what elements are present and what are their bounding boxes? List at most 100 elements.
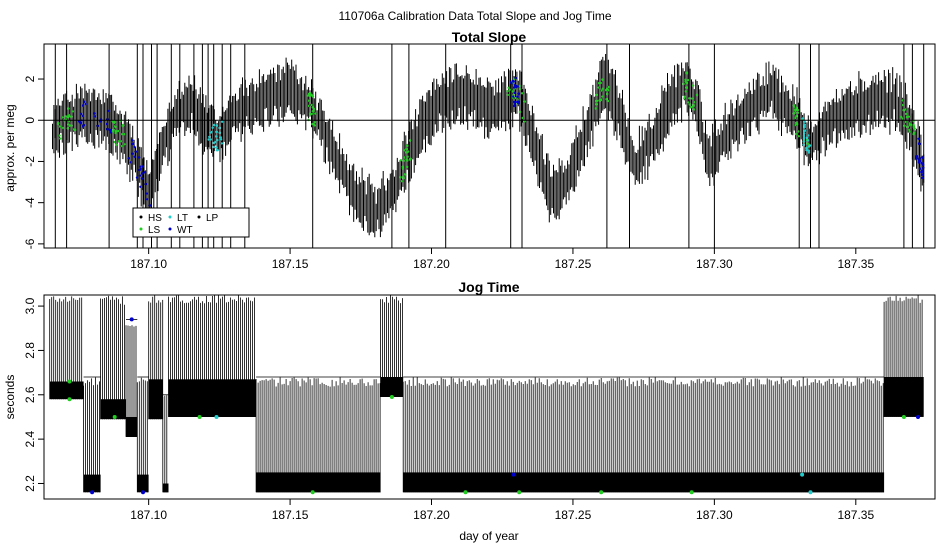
calibration-point-143 xyxy=(308,112,312,116)
calibration-point-110 xyxy=(212,145,215,149)
calibration-point-271 xyxy=(797,135,800,138)
calibration-point-68 xyxy=(120,144,124,148)
calibration-point-272 xyxy=(793,105,796,108)
calibration-point-83 xyxy=(134,150,138,153)
calibration-point-258 xyxy=(686,101,690,104)
legend-ls-marker xyxy=(139,227,143,231)
jog-calibration-point-17 xyxy=(901,415,906,419)
legend-box xyxy=(132,207,250,238)
jog-band-5 xyxy=(148,379,163,420)
calibration-point-329 xyxy=(912,131,916,134)
calibration-point-138 xyxy=(312,107,316,111)
calibration-point-98 xyxy=(216,138,219,142)
jog-calibration-point-0 xyxy=(67,379,72,384)
calibration-point-122 xyxy=(307,99,310,102)
calibration-point-293 xyxy=(807,151,811,154)
calibration-point-4 xyxy=(66,127,70,130)
calibration-point-5 xyxy=(58,125,62,128)
calibration-point-87 xyxy=(138,174,142,177)
calibration-point-71 xyxy=(121,124,124,128)
calibration-point-114 xyxy=(211,126,214,129)
jog-comb-7 xyxy=(168,295,255,417)
jog-time-title: Jog Time xyxy=(458,279,519,295)
calibration-point-312 xyxy=(903,124,906,128)
calibration-point-175 xyxy=(506,93,509,97)
calibration-point-21 xyxy=(61,116,64,119)
calibration-point-55 xyxy=(117,129,120,133)
jog-calibration-point-4 xyxy=(129,317,134,322)
jog-band-9 xyxy=(380,377,404,397)
calibration-point-145 xyxy=(399,176,402,179)
calibration-point-267 xyxy=(794,116,797,120)
jog-time-plot-area xyxy=(49,294,924,495)
calibration-point-317 xyxy=(904,120,907,124)
legend-wt-marker xyxy=(168,227,172,231)
jog-time-xtick-label: 187.15 xyxy=(272,508,309,522)
calibration-point-254 xyxy=(691,97,694,100)
calibration-point-147 xyxy=(405,147,408,151)
calibration-point-340 xyxy=(918,167,922,170)
calibration-point-255 xyxy=(682,82,685,86)
legend-lt-marker xyxy=(168,215,172,219)
calibration-point-90 xyxy=(148,204,152,207)
calibration-point-265 xyxy=(794,132,798,136)
calibration-point-61 xyxy=(120,133,124,136)
calibration-point-205 xyxy=(510,82,513,85)
calibration-point-177 xyxy=(507,86,510,90)
calibration-point-349 xyxy=(916,155,919,158)
calibration-point-26 xyxy=(105,122,109,126)
calibration-point-101 xyxy=(216,149,219,152)
total-slope-frame xyxy=(43,43,936,249)
calibration-point-318 xyxy=(901,117,904,120)
calibration-point-261 xyxy=(689,106,692,109)
calibration-point-286 xyxy=(797,130,800,133)
calibration-point-56 xyxy=(119,140,123,143)
calibration-point-243 xyxy=(684,90,687,93)
calibration-point-327 xyxy=(908,128,911,131)
calibration-point-18 xyxy=(68,124,72,128)
calibration-point-161 xyxy=(405,158,409,161)
calibration-point-99 xyxy=(215,130,218,134)
calibration-point-109 xyxy=(218,126,221,130)
calibration-point-323 xyxy=(901,99,904,102)
calibration-point-93 xyxy=(137,156,141,159)
calibration-point-235 xyxy=(607,86,610,89)
calibration-point-213 xyxy=(514,86,517,89)
calibration-point-168 xyxy=(508,88,511,91)
calibration-point-103 xyxy=(215,124,219,127)
calibration-point-19 xyxy=(67,114,71,117)
jog-calibration-point-10 xyxy=(463,490,468,495)
calibration-point-152 xyxy=(403,156,406,159)
calibration-point-211 xyxy=(513,84,517,87)
total-slope-xtick-label: 187.10 xyxy=(130,257,167,271)
legend-hs-label: HS xyxy=(148,213,162,224)
calibration-point-183 xyxy=(518,110,522,114)
calibration-point-37 xyxy=(84,102,87,106)
calibration-point-303 xyxy=(805,146,808,150)
calibration-point-257 xyxy=(692,108,695,111)
calibration-point-306 xyxy=(805,136,809,139)
calibration-point-350 xyxy=(918,157,921,160)
calibration-point-249 xyxy=(688,103,691,106)
calibration-point-52 xyxy=(123,143,127,146)
jog-band-1 xyxy=(83,474,101,493)
calibration-point-214 xyxy=(511,80,515,83)
total-slope-spikes xyxy=(54,44,925,248)
calibration-point-80 xyxy=(144,182,147,186)
calibration-point-108 xyxy=(214,146,218,149)
calibration-point-197 xyxy=(514,76,517,80)
calibration-point-233 xyxy=(601,87,604,91)
jog-calibration-point-8 xyxy=(310,490,315,495)
calibration-point-170 xyxy=(506,90,509,93)
calibration-point-75 xyxy=(131,139,134,142)
calibration-point-172 xyxy=(514,96,517,100)
jog-calibration-point-7 xyxy=(214,415,219,419)
total-slope-ytick-label: -6 xyxy=(23,238,37,249)
calibration-point-40 xyxy=(99,120,102,123)
calibration-point-256 xyxy=(684,78,687,81)
calibration-point-251 xyxy=(684,80,687,83)
calibration-point-181 xyxy=(518,84,521,88)
calibration-point-285 xyxy=(795,122,799,126)
calibration-point-23 xyxy=(64,115,67,118)
